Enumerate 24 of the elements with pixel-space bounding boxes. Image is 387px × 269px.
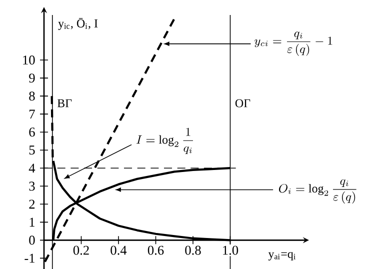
annotation: $y_{ci} = \frac{q_i}{\varepsilon\,(q)} - 1$ (254, 32, 332, 56)
y-tick-label: 4 (28, 164, 36, 173)
y-tick-label: 8 (29, 92, 35, 101)
x-tick-label: 0.2 (73, 246, 89, 255)
x-tick-label: 0.4 (110, 246, 127, 255)
y-tick-label: 5 (29, 146, 35, 155)
x-tick-label: 1.0 (223, 246, 238, 255)
y-tick-label: 2 (29, 200, 35, 209)
y-tick-label: -1 (24, 254, 34, 263)
x-tick-label: 0.6 (148, 246, 164, 255)
y-tick-label: 0 (29, 236, 35, 245)
y-tick-label: 7 (30, 110, 35, 118)
y-tick-label: 6 (29, 128, 35, 137)
x-tick-label: 0.8 (185, 246, 201, 255)
y-tick-label: 9 (29, 74, 35, 83)
y-tick-label: 10 (23, 56, 35, 65)
y-tick-label: 1 (30, 218, 34, 227)
y-axis-title: y$_{ic}$, Ō$_{i}$, I (58, 18, 98, 30)
annotation: $O_i = \log_2 \frac{q_i}{\varepsilon\,(q)}$ (278, 179, 356, 204)
x-axis-title: y$_{ai}$=q$_{i}$ (268, 252, 296, 260)
annotation: $I = \log_2 \frac{1}{q_i}$ (136, 128, 193, 154)
y-tick-label: 3 (29, 182, 35, 191)
ref-line-label: ОГ (235, 99, 250, 108)
ref-line-label: ВГ (57, 99, 72, 108)
